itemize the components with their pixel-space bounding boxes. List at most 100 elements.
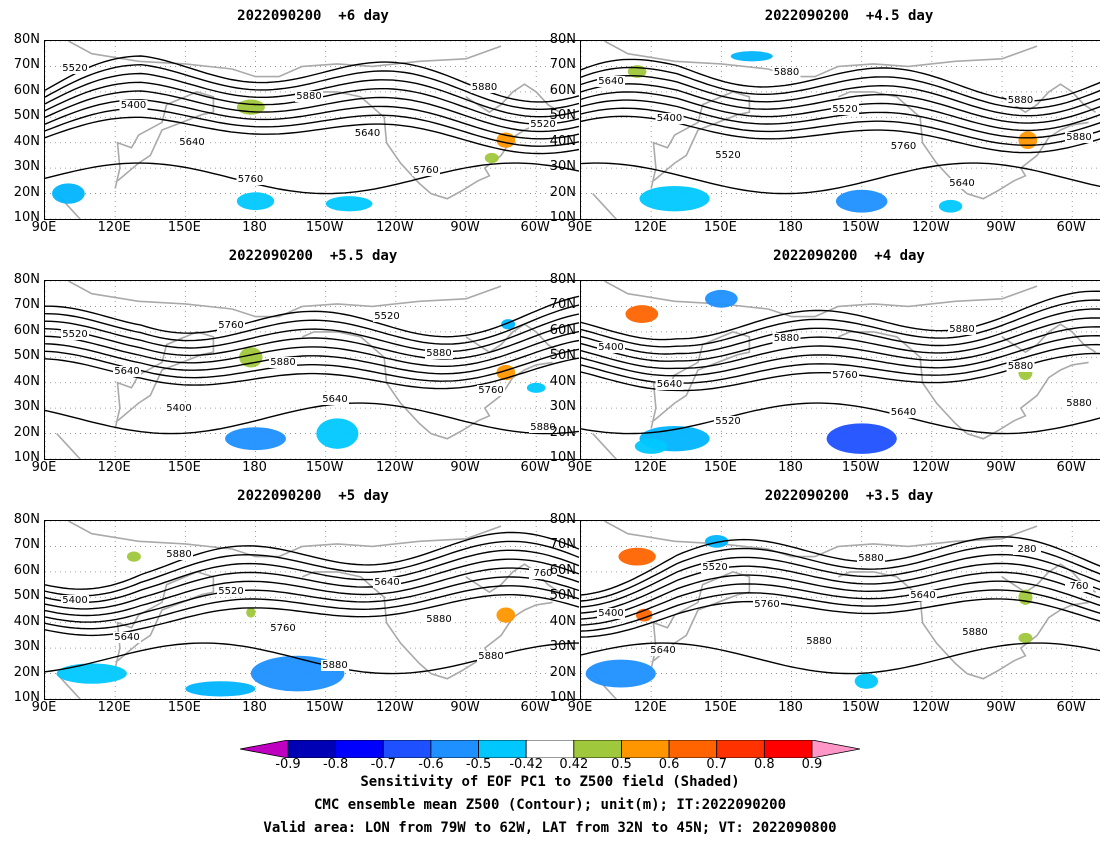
lat-tick-label: 60N: [13, 562, 40, 578]
lat-tick-label: 70N: [549, 57, 576, 73]
lon-tick-label: 90E: [31, 700, 57, 715]
contour-label: 760: [533, 568, 552, 579]
lon-tick-label: 150E: [703, 220, 737, 235]
colorbar-tick-label: -0.7: [370, 757, 396, 772]
lat-tick-label: 80N: [549, 272, 576, 287]
contour-label-bg: [61, 595, 89, 606]
lon-tick-label: 180: [242, 460, 267, 475]
z500-contour: [581, 402, 1100, 435]
colorbar-tick-label: -0.6: [418, 757, 444, 772]
sensitivity-shading: [1018, 632, 1033, 644]
lat-tick-label: 50N: [549, 348, 576, 364]
lon-tick-label: 150E: [703, 700, 737, 715]
coastline: [465, 83, 561, 114]
lat-tick-label: 60N: [549, 322, 576, 338]
contour-label: 5400: [121, 100, 146, 111]
contour-label: 5880: [774, 67, 799, 78]
contour-label-bg: [425, 348, 453, 359]
map-svg: 5520 5640 5400 5760 5880 5640 5520 5880 5760 5880: [45, 281, 583, 459]
sensitivity-shading: [526, 382, 546, 393]
lon-tick-label: 90E: [567, 700, 593, 715]
lat-tick-label: 10N: [549, 690, 576, 705]
map-panel: 5400 5640 5520 5880 5760 5640 5880 5880 5880: [580, 280, 1100, 460]
colorbar-box: [525, 740, 575, 758]
contour-label-bg: [353, 128, 382, 139]
colorbar-tick-label: 0.5: [611, 757, 632, 772]
z500-contour: [45, 313, 580, 353]
contour-label: 5520: [218, 586, 243, 597]
contour-label-bg: [714, 416, 742, 427]
contour-label: 5880: [858, 553, 883, 564]
sensitivity-shading: [484, 152, 499, 164]
map-svg: 5520 5400 5640 5760 5880 5640 5760 5880 5520: [45, 41, 583, 219]
z500-contour: [581, 536, 1100, 596]
colorbar-box: [716, 740, 765, 758]
lat-tick-label: 80N: [549, 512, 576, 527]
contour-label: 5520: [702, 562, 727, 573]
colorbar-tick-label: 0.9: [801, 757, 823, 772]
contour-label: 5640: [910, 590, 935, 601]
contour-label-bg: [805, 636, 833, 647]
lat-tick-label: 10N: [13, 690, 40, 705]
lon-tick-label: 120E: [97, 460, 131, 475]
colorbar-tick-label: -0.5: [465, 757, 492, 772]
contour-label-bg: [948, 324, 976, 335]
contour-label-bg: [217, 586, 245, 597]
coastline: [1001, 83, 1097, 114]
contour-label-bg: [831, 104, 859, 115]
coastline: [592, 433, 617, 459]
lat-tick-label: 10N: [13, 450, 40, 465]
contour-label-bg: [1013, 544, 1041, 555]
lon-tick-label: 60W: [520, 460, 550, 475]
contour-label-bg: [477, 651, 505, 662]
contour-label-bg: [119, 100, 148, 111]
coastline: [68, 41, 502, 78]
z500-contour: [45, 116, 580, 155]
contour-label: 5640: [355, 128, 380, 139]
sensitivity-shading: [246, 607, 256, 618]
caption-line-3: Valid area: LON from 79W to 62W, LAT fro…: [263, 820, 837, 836]
contour-label-bg: [772, 333, 801, 344]
z500-contour: [45, 295, 580, 338]
sensitivity-shading: [185, 681, 256, 697]
lat-tick-label: 80N: [13, 272, 40, 287]
lon-tick-label: 90E: [31, 220, 57, 235]
coastline: [1001, 323, 1097, 354]
panel-title: 2022090200 +5.5 day: [228, 248, 398, 264]
contour-label-bg: [1006, 361, 1035, 372]
coastline: [837, 331, 1089, 440]
lat-tick-label: 80N: [549, 32, 576, 47]
lat-tick-label: 20N: [13, 184, 40, 200]
lon-tick-label: 90W: [986, 220, 1016, 235]
lon-tick-label: 60W: [1056, 220, 1086, 235]
contour-label-bg: [597, 342, 625, 353]
coastline: [604, 41, 1038, 78]
z500-contour: [45, 162, 580, 195]
contour-label-bg: [373, 577, 401, 588]
z500-contour: [581, 642, 1100, 675]
lon-tick-label: 60W: [1056, 460, 1086, 475]
colorbar-box: [573, 740, 622, 758]
contour-label-bg: [113, 366, 141, 377]
z500-contour: [45, 322, 580, 360]
coastline: [837, 571, 1089, 680]
map-panel: 5520 5640 5400 5760 5880 5640 5520 5880 5760 5880: [44, 280, 584, 460]
lat-tick-label: 20N: [13, 424, 40, 440]
panel-title: 2022090200 +4.5 day: [764, 8, 934, 24]
contour-label: 5640: [598, 76, 623, 87]
lat-tick-label: 20N: [549, 664, 576, 680]
lat-tick-label: 70N: [549, 537, 576, 553]
lat-tick-label: 70N: [13, 57, 40, 73]
caption-line-1: Sensitivity of EOF PC1 to Z500 field (Sh…: [360, 774, 740, 790]
contour-label-bg: [889, 407, 918, 418]
z500-contour: [581, 589, 1100, 632]
lat-tick-label: 30N: [549, 639, 576, 655]
contour-label-bg: [477, 385, 505, 396]
lat-tick-label: 30N: [13, 159, 40, 175]
z500-contour: [581, 83, 1100, 124]
sensitivity-shading: [618, 547, 656, 566]
contour-label-bg: [772, 67, 801, 78]
contour-label-bg: [373, 311, 401, 322]
panel-title: 2022090200 +4 day: [773, 248, 925, 264]
map-svg: 5400 5640 5880 5520 5760 5880 5640 5880 5880 760: [45, 521, 583, 699]
